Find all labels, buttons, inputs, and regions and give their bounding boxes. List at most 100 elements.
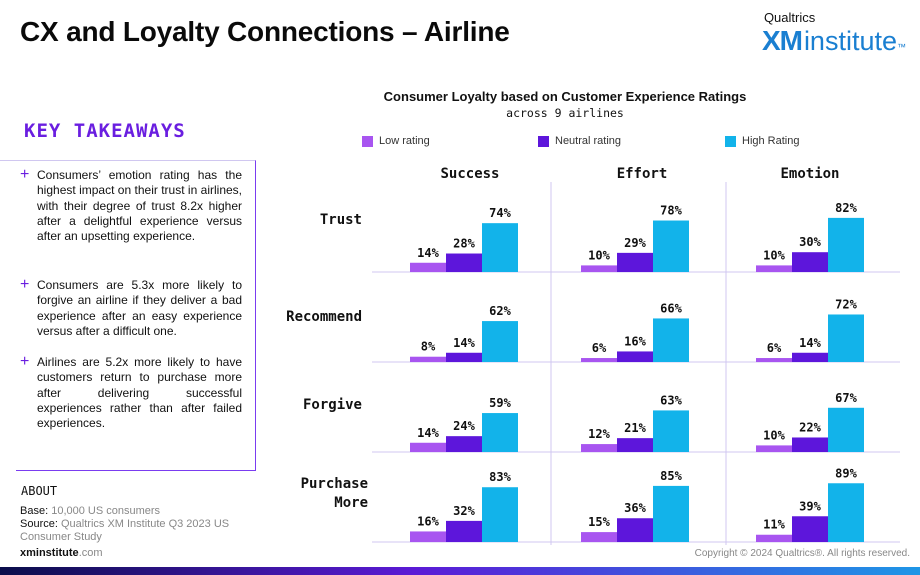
data-label: 14%	[799, 336, 821, 350]
bar	[581, 532, 617, 542]
legend-swatch-low	[362, 135, 373, 147]
logo-tm: ™	[897, 42, 906, 52]
bar	[828, 407, 864, 452]
takeaway-item: + Airlines are 5.2x more likely to have …	[20, 353, 242, 431]
bar	[446, 520, 482, 542]
logo-institute-text: institute	[803, 26, 897, 56]
data-label: 14%	[453, 336, 475, 350]
chart-title: Consumer Loyalty based on Customer Exper…	[383, 89, 747, 104]
data-label: 32%	[453, 504, 475, 518]
data-label: 28%	[453, 237, 475, 251]
bar	[617, 252, 653, 272]
takeaway-item: + Consumers’ emotion rating has the high…	[20, 166, 242, 244]
legend-high: High Rating	[725, 135, 799, 147]
site-link[interactable]: xminstitute.com	[20, 547, 103, 559]
data-label: 85%	[660, 469, 682, 483]
data-label: 67%	[835, 391, 857, 405]
bar	[756, 265, 792, 272]
data-label: 14%	[417, 246, 439, 260]
column-header: Success	[440, 166, 499, 182]
bar	[410, 531, 446, 542]
data-label: 8%	[421, 340, 436, 354]
data-label: 16%	[417, 514, 439, 528]
bar	[446, 352, 482, 362]
data-label: 82%	[835, 201, 857, 215]
takeaway-item: + Consumers are 5.3x more likely to forg…	[20, 276, 242, 339]
bar	[617, 438, 653, 452]
data-label: 10%	[763, 428, 785, 442]
bar	[482, 487, 518, 542]
bar	[828, 217, 864, 272]
bar	[653, 410, 689, 452]
about-base: Base: 10,000 US consumers	[20, 505, 260, 518]
page-title: CX and Loyalty Connections – Airline	[20, 16, 510, 47]
data-label: 36%	[624, 501, 646, 515]
bar	[828, 314, 864, 362]
logo-qualtrics-text: Qualtrics	[763, 10, 816, 25]
data-label: 10%	[763, 248, 785, 262]
about-source-value: Qualtrics XM Institute Q3 2023 US Consum…	[20, 518, 230, 543]
plus-icon: +	[20, 166, 30, 183]
bar	[756, 358, 792, 362]
row-label: Recommend	[286, 309, 362, 325]
data-label: 14%	[417, 426, 439, 440]
data-label: 78%	[660, 204, 682, 218]
site-link-bold: xminstitute	[20, 547, 79, 559]
bar	[581, 358, 617, 362]
data-label: 6%	[767, 341, 782, 355]
legend-low: Low rating	[362, 135, 430, 147]
bar	[410, 442, 446, 452]
data-label: 12%	[588, 427, 610, 441]
bar	[756, 534, 792, 542]
data-label: 16%	[624, 334, 646, 348]
qualtrics-xm-institute-logo: Qualtrics XM institute ™	[762, 10, 906, 57]
data-label: 74%	[489, 206, 511, 220]
about-base-value: 10,000 US consumers	[51, 505, 161, 517]
data-label: 62%	[489, 304, 511, 318]
takeaway-text: Airlines are 5.2x more likely to have cu…	[37, 355, 242, 431]
data-label: 29%	[624, 236, 646, 250]
bar	[653, 220, 689, 272]
about-title: ABOUT	[21, 484, 58, 498]
bar	[482, 413, 518, 452]
about-base-label: Base:	[20, 505, 49, 517]
data-label: 63%	[660, 393, 682, 407]
plus-icon: +	[20, 276, 30, 293]
legend-label-neutral: Neutral rating	[555, 135, 622, 147]
key-takeaways-title: KEY TAKEAWAYS	[24, 120, 186, 142]
bar	[446, 436, 482, 452]
bar	[792, 252, 828, 272]
left-panel	[0, 160, 256, 470]
takeaway-text: Consumers are 5.3x more likely to forgiv…	[37, 278, 242, 338]
legend-label-low: Low rating	[379, 135, 430, 147]
row-label: More	[334, 495, 368, 511]
data-label: 6%	[592, 341, 607, 355]
data-label: 15%	[588, 515, 610, 529]
data-label: 21%	[624, 421, 646, 435]
data-label: 10%	[588, 248, 610, 262]
bar	[617, 518, 653, 542]
bar	[410, 356, 446, 362]
about-divider	[16, 470, 256, 471]
bar	[482, 223, 518, 272]
about-source: Source: Qualtrics XM Institute Q3 2023 U…	[20, 518, 260, 544]
logo-xm-text: XM	[761, 25, 803, 56]
data-label: 11%	[763, 518, 785, 532]
bar	[410, 262, 446, 272]
chart-subtitle: across 9 airlines	[506, 106, 624, 120]
row-label: Purchase	[301, 476, 368, 492]
bar	[581, 265, 617, 272]
data-label: 59%	[489, 396, 511, 410]
bar	[653, 318, 689, 362]
bottom-gradient-bar	[0, 567, 920, 575]
takeaway-text: Consumers’ emotion rating has the highes…	[37, 168, 242, 244]
legend-label-high: High Rating	[742, 135, 800, 147]
column-header: Emotion	[780, 166, 839, 182]
data-label: 66%	[660, 301, 682, 315]
bar	[482, 321, 518, 362]
legend-swatch-neutral	[538, 135, 549, 147]
row-label: Forgive	[303, 397, 362, 413]
site-link-suffix: .com	[78, 547, 103, 559]
data-label: 24%	[453, 419, 475, 433]
